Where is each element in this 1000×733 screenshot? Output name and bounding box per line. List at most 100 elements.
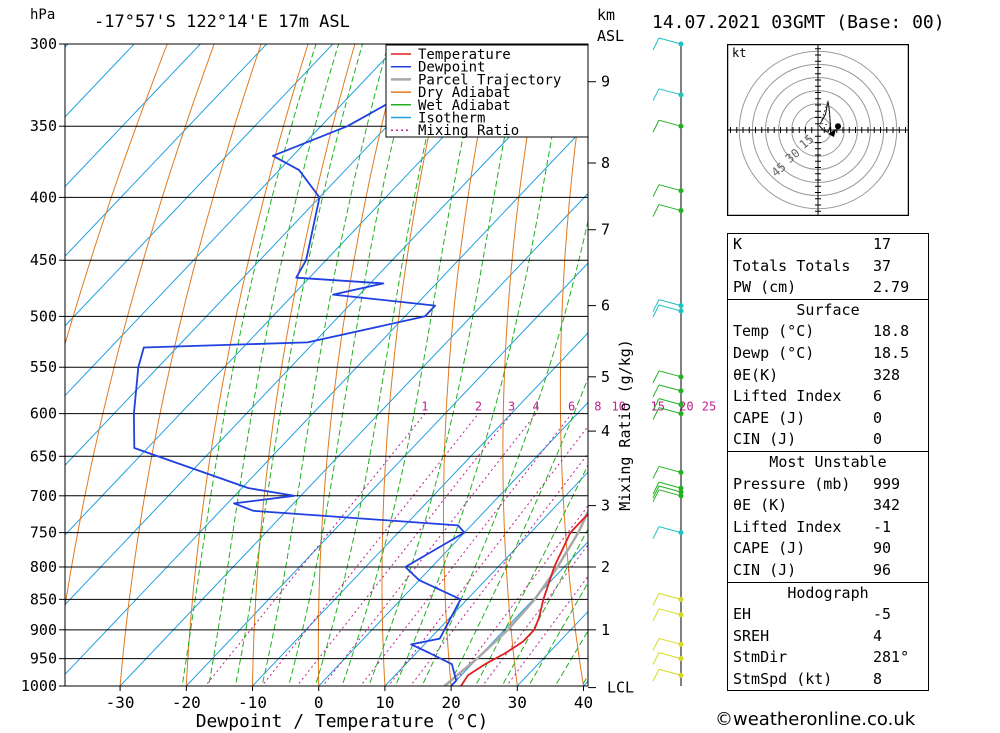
wind-barb-shaft	[658, 304, 682, 312]
mixing-ratio-axis-label: Mixing Ratio (g/kg)	[616, 339, 634, 511]
x-tick-label: 40	[574, 693, 593, 712]
wind-barb-shaft	[658, 526, 682, 534]
height-unit-label-2: ASL	[597, 27, 625, 45]
wind-barb-flag	[652, 526, 660, 539]
wind-barb-shaft	[658, 398, 682, 406]
isotherm-line	[119, 192, 588, 686]
stat-surface-cape: CAPE (J) 0	[733, 408, 883, 427]
wind-barb-flag	[652, 304, 660, 318]
stat-eh: EH -5	[733, 605, 892, 624]
mixing-ratio-line	[387, 425, 588, 686]
mixing-ratio-label: 15	[650, 400, 664, 414]
wind-barb-flag	[652, 638, 660, 651]
mixing-ratio-label: 3	[508, 400, 515, 414]
mixing-ratio-line	[322, 413, 537, 686]
stat-mu-theta: θE (K) 342	[733, 496, 901, 515]
wet-adiabat-line	[474, 463, 588, 686]
x-tick-label: 10	[375, 693, 394, 712]
isotherm-line	[0, 26, 19, 691]
height-label: 2	[601, 558, 610, 576]
wind-level-dot	[678, 123, 684, 129]
x-tick-label: 0	[314, 693, 324, 712]
wind-barb-shaft	[658, 88, 682, 96]
stat-surface-cin: CIN (J) 0	[733, 430, 883, 449]
wet-adiabat-line	[394, 44, 570, 686]
isotherm-line	[65, 44, 400, 397]
pressure-label: 300	[30, 35, 57, 53]
height-label: 4	[601, 422, 610, 440]
pressure-label: 850	[30, 590, 57, 608]
pressure-label: 600	[30, 405, 57, 423]
wind-barb-flag	[652, 384, 660, 398]
mixing-ratio-label: 4	[532, 400, 539, 414]
pressure-label: 750	[30, 524, 57, 542]
height-label: 5	[601, 368, 610, 386]
dry-adiabat-line	[918, 26, 1000, 691]
x-tick-label: -10	[238, 693, 267, 712]
mixing-ratio-line	[505, 575, 588, 686]
wind-barb-shaft	[658, 489, 682, 497]
stats-panel: K 17 Totals Totals 37 PW (cm) 2.79 Surface …	[727, 233, 929, 692]
stat-surface-temp: Temp (°C) 18.8	[733, 322, 910, 341]
legend-item: Mixing Ratio	[418, 123, 519, 139]
x-axis-label: Dewpoint / Temperature (°C)	[196, 711, 489, 732]
most-unstable-heading: Most Unstable	[728, 450, 928, 474]
stat-mu-cin: CIN (J) 96	[733, 560, 892, 579]
stat-sreh: SREH 4	[733, 626, 883, 645]
x-tick-label: 20	[441, 693, 460, 712]
mixing-ratio-label: 25	[702, 400, 716, 414]
wind-barb-flag	[652, 184, 660, 197]
hodograph-unit: kt	[732, 46, 746, 60]
wind-barb-shaft	[658, 652, 682, 660]
mixing-ratio-line	[409, 452, 588, 686]
wind-barb-flag	[652, 489, 660, 503]
plot-frame	[64, 43, 589, 687]
wind-barb-shaft	[658, 465, 682, 473]
height-label: 6	[601, 297, 610, 315]
pressure-label: 800	[30, 558, 57, 576]
legend-item: Temperature	[418, 47, 511, 63]
isotherm-line	[65, 44, 466, 466]
pressure-label: 350	[30, 117, 57, 135]
legend-item: Dry Adiabat	[418, 85, 511, 101]
wind-barb-flag	[652, 299, 660, 312]
x-tick-label: -20	[172, 693, 201, 712]
wind-barb-flag	[652, 119, 660, 133]
isotherm-line	[65, 44, 268, 257]
wind-barb-flag	[652, 88, 660, 102]
stat-surface-li: Lifted Index 6	[733, 387, 883, 406]
wind-barb-flag	[652, 652, 660, 665]
wind-barb-shaft	[658, 485, 682, 493]
wind-barb-flag	[652, 204, 660, 217]
legend-item: Wet Adiabat	[418, 98, 511, 114]
legend-box	[385, 44, 589, 138]
credit-text[interactable]: ©weatheronline.co.uk	[715, 709, 916, 730]
wet-adiabat-line	[448, 376, 588, 686]
temperature-line	[460, 512, 588, 686]
pressure-label: 400	[30, 188, 57, 206]
pressure-unit-label: hPa	[30, 7, 56, 23]
wind-barb-flag	[652, 466, 660, 479]
height-label: 9	[601, 73, 610, 91]
wind-barb-flag	[652, 669, 660, 682]
wind-barb-shaft	[658, 608, 682, 616]
mixing-ratio-label: 6	[568, 400, 575, 414]
legend-item: Isotherm	[418, 111, 485, 127]
stat-mu-li: Lifted Index -1	[733, 517, 892, 536]
height-label: 8	[601, 154, 610, 172]
height-unit-label: km	[597, 6, 616, 24]
isotherm-line	[185, 262, 588, 686]
stat-stmspd: StmSpd (kt) 8	[733, 669, 883, 688]
pressure-label: 700	[30, 487, 57, 505]
mixing-ratio-label: 2	[475, 400, 482, 414]
wind-barb-flag	[652, 407, 660, 420]
mixing-ratio-line	[204, 413, 426, 686]
mixing-ratio-label: 8	[594, 400, 601, 414]
wind-barb-flag	[652, 398, 660, 411]
dry-adiabat-line	[964, 26, 1000, 691]
wind-barb-flag	[652, 593, 660, 606]
stat-mu-pressure: Pressure (mb) 999	[733, 474, 901, 493]
wind-barb-flag	[652, 370, 660, 384]
